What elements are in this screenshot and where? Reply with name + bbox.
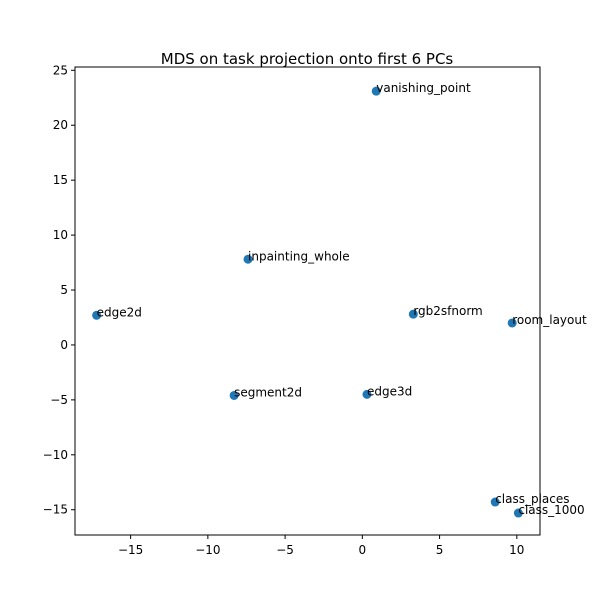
y-tick-label: 20 (53, 118, 68, 132)
plot-frame (74, 66, 541, 536)
x-tick-label: −5 (276, 543, 294, 557)
point-label: inpainting_whole (248, 249, 350, 263)
x-tick-label: 0 (359, 543, 367, 557)
y-tick-label: −10 (43, 448, 68, 462)
data-point (507, 318, 517, 328)
y-tick-label: 15 (53, 173, 68, 187)
point-label: segment2d (234, 385, 302, 399)
plot-marks: vanishing_point inpainting_whole edge2d rgb… (92, 81, 587, 518)
point-label: edge2d (97, 305, 142, 319)
data-point (490, 497, 500, 507)
point-label: class_1000 (518, 503, 584, 517)
axes: −15 −10 −5 0 5 10 −15 −10 −5 0 5 10 15 20 25 (43, 63, 541, 557)
chart-title: MDS on task projection onto first 6 PCs (161, 50, 454, 68)
data-point (229, 390, 239, 400)
x-tick-label: 5 (436, 543, 444, 557)
data-point (408, 309, 418, 319)
data-point (243, 254, 253, 264)
y-tick-label: 10 (53, 228, 68, 242)
y-tick-label: 0 (60, 338, 68, 352)
data-point (362, 389, 372, 399)
data-point (371, 86, 381, 96)
data-point (92, 310, 102, 320)
y-tick-label: 5 (60, 283, 68, 297)
y-tick-label: −15 (43, 503, 68, 517)
point-label: class_places (495, 492, 569, 506)
point-label: room_layout (512, 313, 587, 327)
y-tick-label: −5 (50, 393, 68, 407)
data-point (513, 508, 523, 518)
y-tick-label: 25 (53, 63, 68, 77)
point-label: edge3d (367, 384, 412, 398)
x-tick-label: 10 (509, 543, 524, 557)
point-label: vanishing_point (376, 81, 471, 95)
x-tick-label: −15 (118, 543, 143, 557)
x-tick-label: −10 (195, 543, 220, 557)
point-label: rgb2sfnorm (413, 304, 482, 318)
